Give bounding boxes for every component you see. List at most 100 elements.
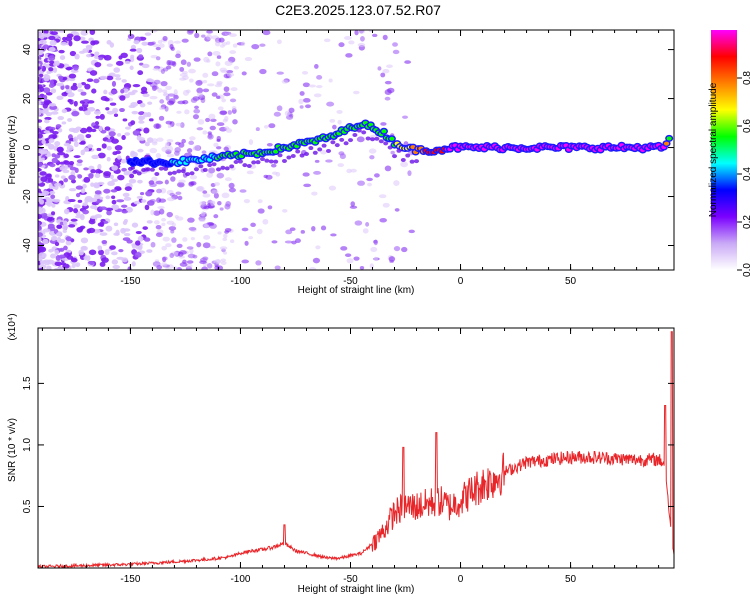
noise-blob	[186, 260, 194, 264]
noise-blob	[137, 179, 143, 184]
noise-blob	[354, 220, 363, 226]
noise-blob	[92, 40, 100, 45]
noise-blob	[214, 182, 220, 186]
noise-blob	[284, 240, 293, 244]
noise-blob	[202, 88, 210, 93]
noise-blob	[137, 235, 144, 242]
trace-band	[149, 167, 155, 172]
noise-blob	[401, 246, 408, 253]
noise-blob	[175, 216, 184, 221]
noise-blob	[84, 197, 89, 204]
noise-blob	[54, 154, 61, 159]
noise-blob	[378, 194, 387, 199]
noise-blob	[38, 257, 43, 261]
noise-blob	[189, 248, 194, 254]
noise-blob	[179, 67, 185, 72]
noise-blob	[231, 105, 237, 111]
noise-blob	[174, 146, 181, 153]
noise-blob	[106, 40, 112, 45]
noise-blob	[62, 36, 67, 42]
noise-blob	[153, 210, 161, 216]
noise-blob	[167, 93, 176, 97]
trace-band	[154, 171, 160, 176]
noise-blob	[46, 200, 53, 207]
noise-blob	[98, 56, 104, 61]
noise-blob	[46, 217, 53, 222]
noise-blob	[151, 176, 158, 182]
noise-blob	[311, 225, 316, 232]
noise-blob	[136, 134, 142, 141]
noise-blob	[216, 122, 225, 127]
noise-blob	[251, 43, 260, 50]
noise-blob	[143, 237, 151, 242]
noise-blob	[74, 167, 79, 174]
noise-blob	[140, 86, 148, 93]
noise-blob	[99, 232, 108, 236]
noise-blob	[67, 117, 73, 122]
noise-blob	[190, 237, 195, 241]
noise-blob	[187, 217, 195, 223]
noise-blob	[111, 199, 117, 205]
noise-blob	[80, 245, 88, 251]
spectrogram-x-tick-label: -100	[230, 276, 250, 287]
noise-blob	[182, 237, 188, 242]
noise-blob	[203, 234, 211, 240]
trace-band	[163, 166, 169, 171]
trace-band	[171, 170, 177, 175]
trace-band	[374, 136, 380, 141]
noise-blob	[301, 70, 309, 75]
noise-blob	[120, 88, 125, 94]
noise-blob	[386, 64, 393, 69]
noise-blob	[74, 53, 80, 60]
spectrogram-scatter	[38, 30, 415, 270]
noise-blob	[138, 120, 145, 124]
trace-band	[317, 147, 323, 152]
noise-blob	[87, 106, 96, 112]
noise-blob	[166, 211, 173, 218]
noise-blob	[221, 41, 228, 46]
spectrogram-x-tick-label: 0	[458, 276, 464, 287]
noise-blob	[68, 224, 76, 228]
noise-blob	[106, 210, 112, 216]
noise-blob	[103, 89, 108, 95]
noise-blob	[101, 143, 107, 149]
noise-blob	[59, 166, 68, 171]
snr-x-tick-label: -100	[230, 574, 250, 585]
trace-band	[365, 136, 371, 141]
noise-blob	[106, 156, 111, 162]
noise-blob	[73, 136, 78, 143]
noise-blob	[150, 209, 155, 216]
snr-x-axis-label: Height of straight line (km)	[298, 584, 415, 595]
noise-blob	[213, 142, 219, 148]
noise-blob	[48, 35, 56, 41]
noise-blob	[53, 267, 60, 270]
noise-blob	[104, 249, 110, 256]
noise-blob	[142, 93, 150, 98]
noise-blob	[353, 256, 360, 261]
noise-blob	[169, 252, 175, 259]
snr-x-tick-label: -150	[120, 574, 140, 585]
noise-blob	[104, 97, 110, 102]
noise-blob	[38, 84, 43, 89]
noise-blob	[66, 144, 74, 151]
trace-band	[167, 171, 173, 176]
noise-blob	[43, 260, 50, 266]
trace-point	[389, 136, 395, 141]
noise-blob	[48, 248, 54, 253]
noise-blob	[106, 145, 112, 151]
snr-line	[38, 331, 674, 568]
trace-band	[237, 159, 243, 164]
noise-blob	[155, 224, 162, 230]
noise-blob	[353, 90, 360, 95]
noise-blob	[220, 260, 227, 266]
noise-blob	[120, 158, 127, 164]
noise-blob	[186, 246, 194, 250]
noise-blob	[56, 236, 62, 243]
noise-blob	[121, 257, 128, 263]
noise-blob	[98, 125, 103, 132]
noise-blob	[170, 176, 176, 182]
noise-blob	[232, 119, 238, 125]
spectrogram-y-ticks: -40 -20 0 20 40	[22, 44, 674, 253]
noise-blob	[51, 203, 56, 208]
noise-blob	[103, 188, 111, 194]
